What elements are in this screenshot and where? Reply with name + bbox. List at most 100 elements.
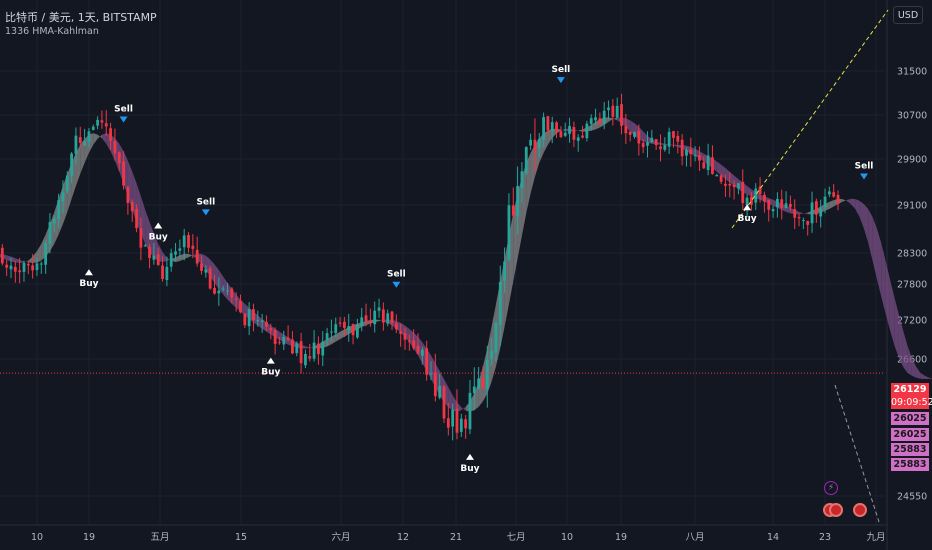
y-tick-label: 24550 (897, 492, 927, 503)
ribbon-segment (855, 199, 860, 218)
buy-arrow-icon (154, 222, 163, 229)
ribbon-segment (902, 329, 908, 373)
candle-body (806, 220, 810, 225)
candle-body (368, 320, 372, 324)
candle-body (420, 349, 424, 356)
ribbon-segment (80, 138, 85, 174)
ribbon-segment (846, 198, 852, 205)
candle-body (763, 194, 766, 202)
ribbon-segment (547, 128, 553, 145)
candle-body (767, 200, 771, 210)
ribbon-segment (625, 118, 631, 132)
candle-body (438, 385, 442, 398)
ribbon-segment (578, 129, 583, 132)
ribbon-segment (881, 243, 886, 314)
candle-body (511, 205, 515, 216)
candle-body (156, 254, 160, 265)
ribbon-segment (36, 243, 42, 263)
countdown-label: 09:09:52 (891, 396, 932, 409)
ribbon-segment (227, 282, 232, 304)
buy-arrow-icon (84, 269, 93, 276)
flag-event-icon[interactable] (829, 503, 843, 517)
candle-body (559, 131, 563, 138)
candle-body (70, 153, 74, 176)
currency-button[interactable]: USD (893, 6, 923, 24)
ribbon-segment (500, 258, 505, 349)
candle-body (44, 243, 48, 265)
candle-body (304, 354, 307, 366)
ribbon-segment (32, 251, 37, 263)
candle-body (589, 118, 593, 124)
candle-body (563, 132, 567, 136)
candle-body (338, 322, 342, 324)
candle-body (810, 202, 814, 224)
candle-body (776, 198, 779, 208)
candle-body (581, 135, 584, 138)
ribbon-segment (6, 255, 11, 262)
lightning-icon[interactable]: ⚡ (824, 481, 838, 495)
candle-body (78, 137, 82, 143)
candle-body (117, 152, 121, 164)
buy-signal-label: Buy (149, 232, 168, 242)
ribbon-segment (335, 331, 341, 342)
candle-body (109, 128, 112, 141)
candle-body (295, 343, 299, 354)
candle-body (472, 386, 476, 394)
candle-body (754, 188, 758, 203)
candle-body (659, 146, 662, 150)
candle-body (31, 265, 35, 271)
candle-body (602, 110, 606, 124)
candle-body (814, 201, 818, 215)
candle-body (485, 360, 489, 389)
candle-body (243, 313, 247, 326)
y-tick-label: 29900 (897, 155, 927, 166)
candle-body (0, 247, 4, 264)
candle-body (529, 139, 532, 146)
candle-body (321, 341, 325, 356)
ribbon-segment (340, 329, 345, 340)
candle-body (360, 317, 364, 327)
candle-body (693, 154, 697, 157)
symbol-title[interactable]: 比特币 / 美元, 1天, BITSTAMP (5, 11, 157, 24)
flag-event-icon[interactable] (853, 503, 867, 517)
ribbon-segment (379, 319, 384, 322)
candle-body (550, 122, 554, 132)
ribbon-segment (478, 366, 483, 407)
sell-arrow-icon (860, 173, 868, 180)
candle-body (771, 208, 775, 212)
ribbon-segment (859, 200, 864, 229)
sell-signal-label: Sell (387, 270, 406, 280)
trendline-up (731, 9, 889, 229)
ribbon-segment (474, 381, 479, 411)
band-value-label: 26025 (891, 428, 929, 441)
candle-body (646, 142, 649, 146)
candle-body (234, 298, 238, 300)
candle-body (152, 255, 156, 260)
x-tick-label: 七月 (506, 532, 525, 543)
ribbon-segment (530, 144, 535, 194)
y-tick-label: 30700 (897, 111, 927, 122)
candle-body (61, 192, 65, 202)
ribbon-segment (15, 258, 20, 263)
ribbon-segment (907, 344, 912, 376)
ribbon-segment (257, 315, 263, 329)
candle-body (542, 117, 545, 140)
candle-body (9, 265, 13, 270)
candle-body (780, 199, 784, 208)
candle-body (165, 266, 169, 281)
ribbon-segment (214, 264, 219, 289)
candle-body (178, 248, 182, 251)
ribbon-segment (643, 131, 648, 143)
candle-body (91, 126, 95, 130)
candle-body (555, 122, 558, 132)
x-tick-label: 14 (767, 532, 779, 543)
indicator-title[interactable]: 1336 HMA-Kahlman (5, 26, 99, 37)
candle-body (442, 386, 446, 419)
ribbon-segment (872, 217, 877, 280)
candle-body (698, 155, 701, 161)
candle-body (174, 251, 177, 255)
ribbon-segment (23, 260, 29, 263)
candle-body (100, 120, 104, 123)
